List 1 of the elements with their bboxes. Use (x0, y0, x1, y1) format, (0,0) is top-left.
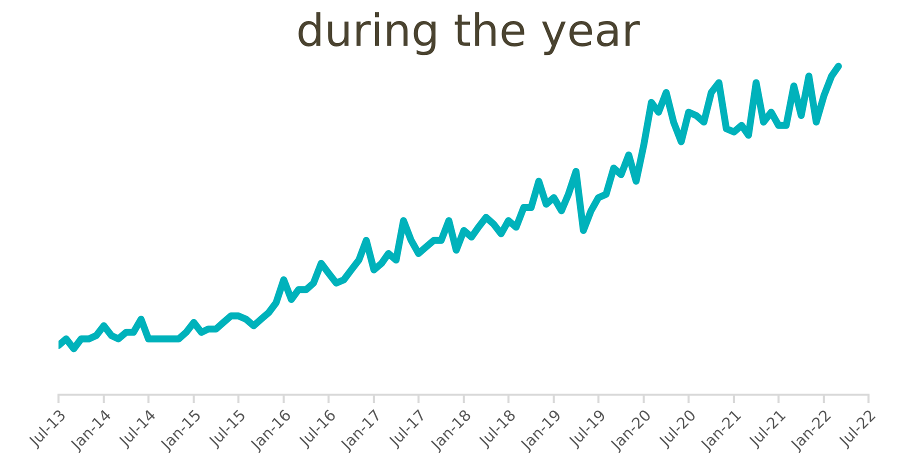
chart-title: during the year (298, 12, 640, 56)
